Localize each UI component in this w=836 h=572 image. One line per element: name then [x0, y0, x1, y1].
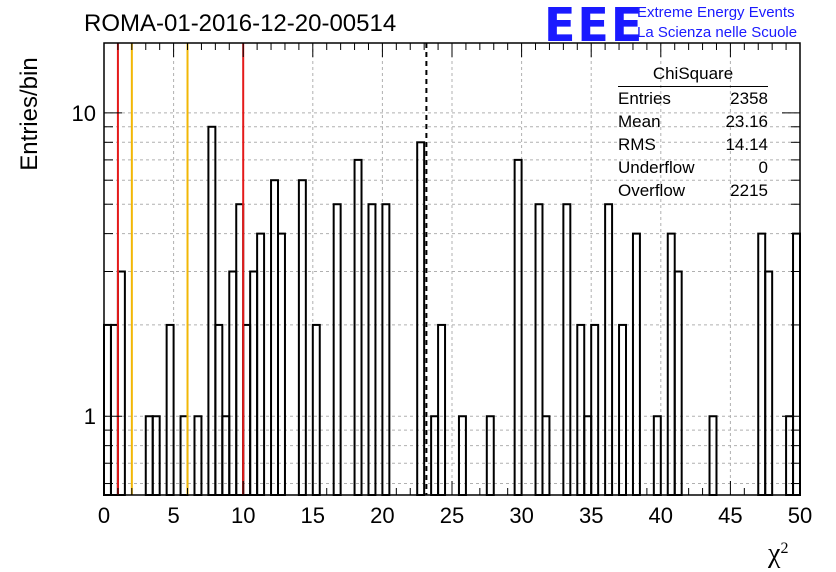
x-tick-label: 25: [440, 503, 464, 528]
stats-row-rms: RMS 14.14: [612, 133, 778, 156]
histogram-bin: [416, 141, 426, 497]
histogram-bin: [534, 203, 544, 496]
histogram-bin: [109, 323, 119, 496]
histogram-bin: [513, 158, 523, 496]
histogram-bin: [437, 323, 447, 496]
histogram-bin: [228, 270, 238, 497]
histogram-bin: [242, 323, 252, 496]
eee-logo-text: Extreme Energy Events La Scienza nelle S…: [637, 3, 797, 43]
histogram-bin: [757, 232, 767, 496]
histogram-bin: [590, 323, 600, 496]
stats-label: RMS: [618, 135, 656, 154]
histogram-bin: [165, 323, 175, 496]
histogram-bin: [297, 179, 307, 497]
histogram-bin: [631, 232, 641, 496]
stats-value: 2215: [730, 181, 768, 200]
histogram-bin: [792, 232, 801, 496]
histogram-bin: [311, 323, 321, 496]
histogram-bin: [576, 323, 586, 496]
histogram-bin: [764, 270, 774, 497]
stats-box: ChiSquare Entries 2358 Mean 23.16 RMS 14…: [612, 64, 778, 212]
eee-logo-mark: EEE: [544, 0, 645, 52]
y-tick-label: 10: [72, 101, 96, 126]
histogram-bin: [116, 270, 126, 497]
x-tick-label: 0: [98, 503, 110, 528]
histogram-bin: [207, 125, 217, 497]
histogram-bin: [256, 232, 266, 496]
histogram-bin: [618, 323, 627, 496]
x-axis-label: χ2: [768, 538, 789, 569]
stats-title: ChiSquare: [618, 64, 768, 87]
y-tick-label: 1: [84, 404, 96, 429]
x-tick-label: 45: [718, 503, 742, 528]
stats-row-mean: Mean 23.16: [612, 110, 778, 133]
stats-value: 23.16: [725, 112, 768, 131]
histogram-bin: [353, 158, 363, 496]
chart-title: ROMA-01-2016-12-20-00514: [84, 10, 397, 37]
x-tick-label: 35: [579, 503, 603, 528]
stats-row-overflow: Overflow 2215: [612, 179, 778, 202]
x-tick-label: 40: [649, 503, 673, 528]
stats-row-entries: Entries 2358: [612, 87, 778, 110]
logo-line-1: Extreme Energy Events: [637, 4, 795, 21]
histogram-bin: [235, 203, 245, 496]
stats-row-underflow: Underflow 0: [612, 156, 778, 179]
stats-label: Mean: [618, 112, 661, 131]
histogram-bin: [277, 232, 286, 496]
x-tick-label: 5: [167, 503, 179, 528]
histogram-bin: [666, 232, 676, 496]
histogram-bin: [604, 203, 614, 496]
y-axis-label: Entries/bin: [16, 57, 43, 171]
x-tick-label: 20: [370, 503, 394, 528]
histogram-bin: [381, 203, 391, 496]
stats-label: Underflow: [618, 158, 695, 177]
histogram-bin: [214, 323, 224, 496]
stats-value: 2358: [730, 89, 768, 108]
logo-line-2: La Scienza nelle Scuole: [637, 24, 798, 41]
stats-label: Overflow: [618, 181, 686, 200]
histogram-bin: [332, 203, 342, 496]
stats-value: 14.14: [725, 135, 768, 154]
histogram-bin: [367, 203, 377, 496]
stats-value: 0: [758, 158, 768, 177]
x-tick-label: 10: [231, 503, 255, 528]
histogram-bin: [103, 323, 112, 496]
histogram-bin: [270, 179, 280, 497]
x-tick-label: 50: [788, 503, 812, 528]
x-tick-label: 15: [301, 503, 325, 528]
x-tick-label: 30: [509, 503, 533, 528]
histogram-bin: [673, 270, 683, 497]
stats-label: Entries: [618, 89, 671, 108]
histogram-bin: [249, 270, 259, 497]
histogram-bin: [562, 203, 572, 496]
